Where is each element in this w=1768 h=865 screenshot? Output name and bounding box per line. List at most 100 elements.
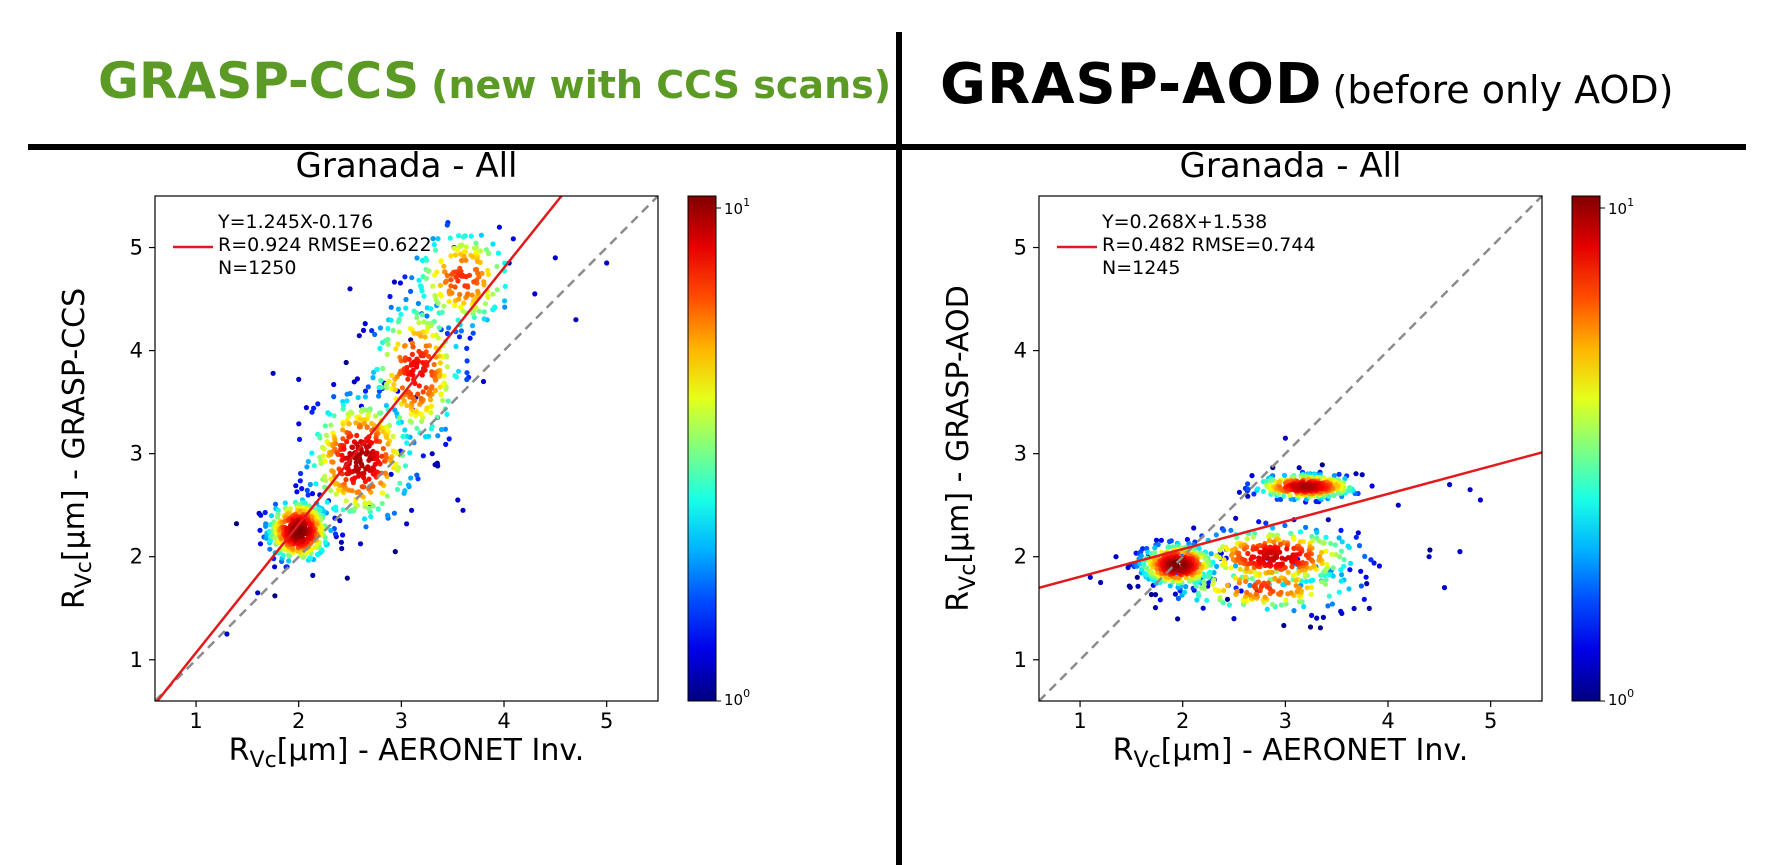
data-point	[1308, 591, 1314, 597]
data-point	[456, 233, 462, 239]
data-point	[604, 260, 610, 266]
data-point	[502, 298, 508, 304]
data-point	[454, 247, 460, 253]
data-point	[1281, 493, 1287, 499]
data-point	[422, 334, 428, 340]
data-point	[1477, 497, 1483, 503]
data-point	[446, 299, 452, 305]
data-point	[311, 405, 317, 411]
data-point	[330, 469, 336, 475]
data-point	[428, 409, 434, 416]
data-point	[441, 303, 447, 309]
data-point	[359, 484, 365, 490]
data-point	[338, 539, 344, 545]
data-point	[304, 487, 310, 493]
data-point	[395, 341, 401, 347]
data-point	[356, 333, 362, 339]
data-point	[481, 309, 487, 315]
right-scatter-chart: Granada - All 1 2 3 4 5 1 2 3 4 5 Y=0.268X+1.538R=0…	[941, 150, 1634, 773]
data-point	[328, 527, 334, 534]
data-point	[410, 367, 416, 373]
data-point	[1255, 486, 1261, 492]
data-point	[1362, 553, 1368, 559]
data-point	[416, 277, 422, 283]
data-point	[389, 372, 395, 378]
data-point	[1256, 519, 1262, 525]
data-point	[360, 470, 366, 476]
data-point	[471, 279, 477, 285]
data-point	[267, 546, 273, 552]
data-point	[1303, 552, 1309, 558]
data-point	[362, 394, 368, 400]
stats-text: N=1245	[1102, 257, 1181, 279]
data-point	[1325, 517, 1331, 523]
data-point	[465, 291, 471, 297]
data-point	[416, 320, 422, 326]
data-point	[1233, 563, 1239, 569]
data-point	[407, 418, 413, 424]
data-point	[1113, 554, 1119, 560]
x-tick-label: 5	[600, 709, 613, 733]
data-point	[510, 236, 516, 242]
data-point	[458, 243, 464, 249]
data-point	[1359, 472, 1365, 478]
data-point	[1236, 489, 1242, 495]
data-point	[328, 422, 334, 428]
data-point	[395, 319, 401, 325]
scatter-points	[224, 220, 610, 637]
data-point	[1149, 569, 1155, 575]
data-point	[366, 505, 372, 512]
data-point	[298, 470, 304, 477]
data-point	[1293, 583, 1299, 589]
data-point	[1339, 539, 1345, 545]
data-point	[462, 283, 468, 289]
data-point	[388, 304, 394, 310]
data-point	[390, 433, 396, 439]
data-point	[371, 422, 377, 428]
data-point	[1284, 546, 1290, 552]
data-point	[384, 493, 390, 499]
data-point	[1303, 524, 1309, 530]
colorbar-max-label: 101	[724, 196, 750, 218]
data-point	[443, 441, 449, 447]
data-point	[362, 388, 369, 394]
data-point	[439, 309, 445, 315]
data-point	[442, 269, 448, 275]
chart-title: Granada - All	[296, 150, 518, 186]
data-point	[326, 411, 333, 417]
data-point	[310, 572, 316, 578]
data-point	[331, 413, 337, 419]
y-tick-label: 4	[130, 339, 143, 363]
data-point	[1270, 532, 1276, 538]
data-point	[1158, 537, 1164, 543]
data-point	[485, 251, 492, 257]
data-point	[435, 236, 441, 242]
data-point	[272, 535, 278, 541]
data-point	[462, 249, 468, 255]
data-point	[1138, 553, 1144, 559]
data-point	[333, 491, 339, 497]
data-point	[419, 288, 425, 294]
data-point	[1261, 553, 1267, 559]
data-point	[1308, 584, 1314, 590]
data-point	[1291, 545, 1297, 551]
data-point	[1346, 544, 1352, 551]
data-point	[469, 292, 475, 298]
data-point	[471, 245, 477, 251]
data-point	[460, 308, 466, 314]
data-point	[1266, 533, 1272, 539]
data-point	[1253, 585, 1259, 591]
data-point	[1324, 562, 1330, 568]
data-point	[366, 457, 372, 463]
data-point	[339, 545, 345, 552]
data-point	[478, 232, 484, 238]
data-point	[270, 370, 276, 376]
data-point	[333, 440, 339, 447]
data-point	[1332, 542, 1338, 548]
data-point	[438, 391, 444, 397]
data-point	[427, 397, 434, 403]
data-point	[1361, 596, 1367, 602]
data-point	[1282, 435, 1288, 441]
data-point	[1347, 485, 1353, 491]
data-point	[1226, 602, 1232, 608]
